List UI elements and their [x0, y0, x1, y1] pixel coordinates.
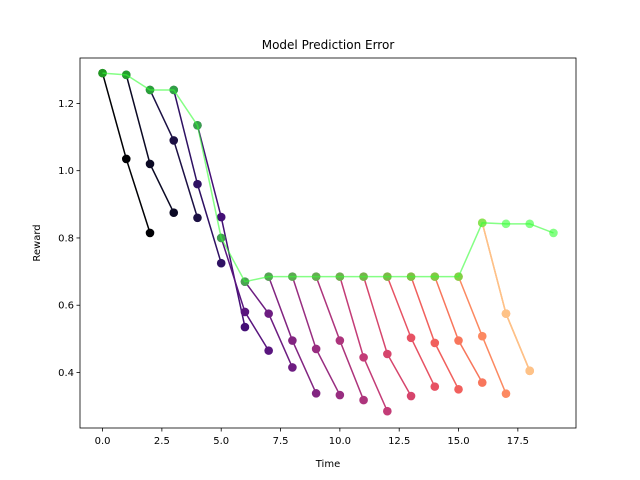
x-tick-label: 0.0 [95, 436, 111, 447]
x-tick-label: 7.5 [273, 436, 289, 447]
y-tick-label: 0.8 [58, 233, 74, 244]
actual-point-0 [98, 68, 107, 78]
x-tick-label: 10.0 [329, 436, 351, 447]
actual-point-18 [525, 219, 535, 229]
prediction-point-8-2 [335, 390, 345, 400]
actual-point-9 [311, 272, 321, 281]
prediction-point-4-2 [240, 322, 250, 332]
prediction-point-2-1 [169, 136, 179, 145]
actual-point-6 [240, 277, 250, 286]
prediction-point-12-2 [430, 382, 440, 391]
prediction-point-15-1 [477, 331, 487, 341]
x-tick-label: 12.5 [388, 436, 410, 447]
x-tick-label: 5.0 [213, 436, 229, 447]
prediction-point-9-2 [359, 395, 368, 405]
prediction-point-14-1 [454, 336, 463, 345]
prediction-point-14-2 [477, 378, 487, 387]
prediction-point-6-1 [264, 309, 273, 318]
plot-actual [98, 68, 558, 286]
prediction-point-17-2 [525, 366, 535, 376]
prediction-point-15-2 [501, 389, 511, 398]
prediction-point-3-1 [193, 179, 202, 189]
prediction-point-13-2 [454, 385, 463, 394]
prediction-point-1-1 [145, 159, 155, 169]
x-axis-label: Time [315, 459, 340, 470]
prediction-point-13-1 [430, 338, 440, 348]
y-tick-label: 0.6 [58, 301, 74, 312]
actual-point-14 [430, 272, 440, 281]
y-tick-label: 1.2 [58, 99, 74, 110]
prediction-point-5-1 [240, 307, 250, 317]
actual-line [102, 72, 554, 283]
prediction-point-1-2 [169, 208, 179, 218]
prediction-point-12-1 [406, 333, 416, 343]
prediction-point-10-2 [383, 406, 392, 416]
actual-point-8 [288, 272, 297, 281]
x-axis: 0.0 2.5 5.0 7.5 10.0 12.5 15.0 17.5 [95, 428, 529, 447]
actual-point-10 [335, 272, 345, 281]
prediction-point-10-1 [359, 353, 368, 362]
y-tick-label: 0.4 [58, 368, 74, 379]
actual-point-3 [169, 85, 179, 95]
prediction-point-0-2 [145, 228, 155, 238]
x-tick-label: 17.5 [507, 436, 529, 447]
prediction-point-11-2 [406, 391, 416, 401]
prediction-point-7-1 [288, 336, 297, 345]
x-tick-label: 15.0 [447, 436, 469, 447]
actual-point-4 [193, 120, 202, 130]
actual-point-1 [121, 70, 131, 80]
prediction-point-9-1 [335, 336, 345, 345]
prediction-point-5-2 [264, 346, 273, 355]
actual-point-11 [359, 272, 368, 281]
prediction-point-6-2 [288, 363, 297, 372]
prediction-point-17-1 [501, 309, 511, 318]
chart-title: Model Prediction Error [262, 38, 395, 52]
actual-point-12 [383, 272, 392, 281]
actual-point-17 [501, 219, 511, 229]
actual-point-5 [216, 233, 226, 243]
actual-point-2 [145, 85, 155, 95]
prediction-point-2-2 [193, 213, 202, 223]
actual-point-19 [549, 228, 558, 238]
actual-point-13 [406, 272, 416, 281]
prediction-point-11-1 [383, 349, 392, 359]
actual-point-16 [477, 218, 487, 228]
prediction-point-0-1 [121, 154, 131, 164]
prediction-point-3-2 [216, 258, 226, 268]
y-axis-label: Reward [32, 224, 43, 261]
prediction-point-7-2 [311, 389, 321, 398]
y-tick-label: 1.0 [58, 166, 74, 177]
y-axis: 0.4 0.6 0.8 1.0 1.2 [58, 99, 80, 379]
plot-frame [79, 57, 577, 429]
actual-point-7 [264, 272, 273, 281]
prediction-point-8-1 [311, 344, 321, 354]
x-tick-label: 2.5 [154, 436, 170, 447]
prediction-point-4-1 [216, 212, 226, 222]
actual-point-15 [454, 272, 463, 281]
